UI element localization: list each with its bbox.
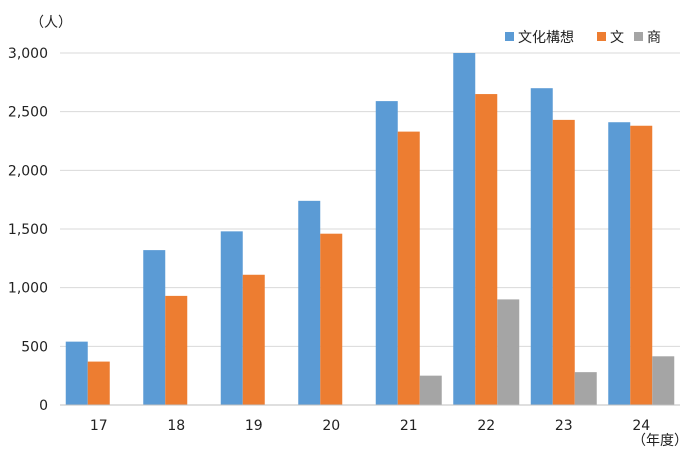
bar-24-0 — [608, 122, 631, 405]
x-tick-label: 18 — [167, 418, 185, 434]
legend-label: 商 — [647, 30, 661, 46]
y-tick-label: 0 — [39, 398, 48, 414]
bar-20-0 — [298, 200, 321, 405]
legend-swatch — [505, 32, 514, 41]
bar-23-0 — [530, 88, 553, 405]
x-tick-labels: 17 18 19 20 21 22 23 24 — [90, 418, 650, 434]
legend: 文化構想 文 商 — [505, 30, 661, 46]
x-tick-label: 24 — [632, 418, 650, 434]
bar-21-1 — [397, 131, 420, 405]
x-axis-unit-label: （年度） — [632, 433, 688, 449]
y-tick-label: 3,000 — [8, 46, 48, 62]
y-tick-label: 2,500 — [8, 105, 48, 121]
x-tick-label: 21 — [400, 418, 418, 434]
bar-22-0 — [453, 53, 476, 405]
bar-18-1 — [165, 295, 188, 405]
legend-swatch — [597, 32, 606, 41]
bar-19-0 — [220, 231, 243, 405]
bar-17-1 — [87, 361, 110, 405]
bar-17-0 — [65, 341, 88, 405]
legend-label: 文化構想 — [518, 30, 574, 46]
bar-18-0 — [143, 250, 166, 405]
bar-23-1 — [552, 119, 575, 405]
y-tick-label: 1,500 — [8, 222, 48, 238]
x-tick-label: 22 — [477, 418, 495, 434]
bar-22-1 — [475, 94, 498, 406]
bar-23-2 — [574, 372, 597, 405]
legend-label: 文 — [610, 30, 624, 46]
bar-21-0 — [375, 101, 398, 406]
bar-20-1 — [320, 233, 343, 405]
x-tick-label: 17 — [90, 418, 108, 434]
bar-21-2 — [419, 375, 442, 405]
bar-24-2 — [652, 356, 675, 405]
bar-19-1 — [242, 274, 265, 405]
x-tick-label: 23 — [555, 418, 573, 434]
bar-22-2 — [497, 299, 520, 405]
y-tick-label: 1,000 — [8, 281, 48, 297]
y-tick-labels: 0 500 1,000 1,500 2,000 2,500 3,000 — [8, 46, 48, 414]
x-tick-label: 20 — [322, 418, 340, 434]
legend-swatch — [634, 32, 643, 41]
y-tick-label: 500 — [21, 339, 48, 355]
y-axis-unit-label: （人） — [30, 15, 72, 31]
x-tick-label: 19 — [245, 418, 263, 434]
bars — [65, 53, 675, 406]
y-tick-label: 2,000 — [8, 163, 48, 179]
bar-24-1 — [630, 125, 653, 405]
